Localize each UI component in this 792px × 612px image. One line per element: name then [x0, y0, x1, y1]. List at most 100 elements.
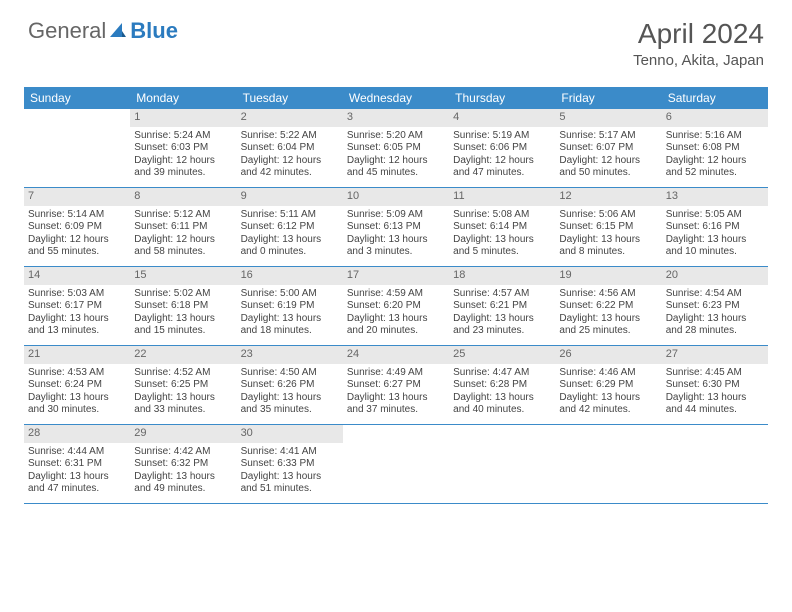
day-number: 9 — [237, 188, 343, 206]
daylight-text: Daylight: 13 hours — [559, 313, 657, 326]
sunset-text: Sunset: 6:19 PM — [241, 300, 339, 313]
daylight-text: Daylight: 13 hours — [453, 313, 551, 326]
sunset-text: Sunset: 6:07 PM — [559, 142, 657, 155]
sunrise-text: Sunrise: 4:56 AM — [559, 288, 657, 301]
sunrise-text: Sunrise: 5:22 AM — [241, 130, 339, 143]
day-cell: 21Sunrise: 4:53 AMSunset: 6:24 PMDayligh… — [24, 346, 130, 424]
sunrise-text: Sunrise: 4:42 AM — [134, 446, 232, 459]
daylight-text: and 45 minutes. — [347, 167, 445, 180]
day-number: 17 — [343, 267, 449, 285]
sunset-text: Sunset: 6:31 PM — [28, 458, 126, 471]
sunset-text: Sunset: 6:12 PM — [241, 221, 339, 234]
daylight-text: and 30 minutes. — [28, 404, 126, 417]
day-cell: 6Sunrise: 5:16 AMSunset: 6:08 PMDaylight… — [662, 109, 768, 187]
sunrise-text: Sunrise: 5:00 AM — [241, 288, 339, 301]
daylight-text: Daylight: 13 hours — [241, 392, 339, 405]
daylight-text: Daylight: 13 hours — [347, 392, 445, 405]
day-cell: 2Sunrise: 5:22 AMSunset: 6:04 PMDaylight… — [237, 109, 343, 187]
sunrise-text: Sunrise: 4:59 AM — [347, 288, 445, 301]
day-cell: 27Sunrise: 4:45 AMSunset: 6:30 PMDayligh… — [662, 346, 768, 424]
sunset-text: Sunset: 6:26 PM — [241, 379, 339, 392]
daylight-text: and 33 minutes. — [134, 404, 232, 417]
day-cell: 5Sunrise: 5:17 AMSunset: 6:07 PMDaylight… — [555, 109, 661, 187]
sunrise-text: Sunrise: 4:45 AM — [666, 367, 764, 380]
daylight-text: and 50 minutes. — [559, 167, 657, 180]
sunrise-text: Sunrise: 5:12 AM — [134, 209, 232, 222]
month-title: April 2024 — [633, 18, 764, 50]
daylight-text: Daylight: 12 hours — [666, 155, 764, 168]
week-row: 28Sunrise: 4:44 AMSunset: 6:31 PMDayligh… — [24, 425, 768, 504]
day-number: 14 — [24, 267, 130, 285]
sunrise-text: Sunrise: 4:52 AM — [134, 367, 232, 380]
sunrise-text: Sunrise: 5:03 AM — [28, 288, 126, 301]
day-number: 26 — [555, 346, 661, 364]
daylight-text: and 52 minutes. — [666, 167, 764, 180]
day-number: 3 — [343, 109, 449, 127]
week-row: 7Sunrise: 5:14 AMSunset: 6:09 PMDaylight… — [24, 188, 768, 267]
weekday-header: Tuesday — [237, 87, 343, 109]
sunset-text: Sunset: 6:13 PM — [347, 221, 445, 234]
sunset-text: Sunset: 6:33 PM — [241, 458, 339, 471]
day-cell: 10Sunrise: 5:09 AMSunset: 6:13 PMDayligh… — [343, 188, 449, 266]
sunrise-text: Sunrise: 5:06 AM — [559, 209, 657, 222]
daylight-text: and 18 minutes. — [241, 325, 339, 338]
day-cell: 16Sunrise: 5:00 AMSunset: 6:19 PMDayligh… — [237, 267, 343, 345]
day-number: 28 — [24, 425, 130, 443]
sunset-text: Sunset: 6:06 PM — [453, 142, 551, 155]
day-cell: 11Sunrise: 5:08 AMSunset: 6:14 PMDayligh… — [449, 188, 555, 266]
day-cell: 15Sunrise: 5:02 AMSunset: 6:18 PMDayligh… — [130, 267, 236, 345]
day-cell: 23Sunrise: 4:50 AMSunset: 6:26 PMDayligh… — [237, 346, 343, 424]
header: General Blue April 2024 Tenno, Akita, Ja… — [0, 0, 792, 77]
day-cell: 13Sunrise: 5:05 AMSunset: 6:16 PMDayligh… — [662, 188, 768, 266]
daylight-text: and 20 minutes. — [347, 325, 445, 338]
daylight-text: Daylight: 13 hours — [28, 313, 126, 326]
sunset-text: Sunset: 6:08 PM — [666, 142, 764, 155]
sunset-text: Sunset: 6:04 PM — [241, 142, 339, 155]
daylight-text: and 42 minutes. — [241, 167, 339, 180]
daylight-text: and 55 minutes. — [28, 246, 126, 259]
daylight-text: Daylight: 12 hours — [241, 155, 339, 168]
day-number: 15 — [130, 267, 236, 285]
sunset-text: Sunset: 6:32 PM — [134, 458, 232, 471]
daylight-text: and 15 minutes. — [134, 325, 232, 338]
day-cell — [24, 109, 130, 187]
daylight-text: Daylight: 13 hours — [666, 392, 764, 405]
day-number: 20 — [662, 267, 768, 285]
week-row: 1Sunrise: 5:24 AMSunset: 6:03 PMDaylight… — [24, 109, 768, 188]
daylight-text: Daylight: 13 hours — [453, 392, 551, 405]
logo-sail-icon — [108, 21, 128, 41]
sunset-text: Sunset: 6:27 PM — [347, 379, 445, 392]
day-cell: 29Sunrise: 4:42 AMSunset: 6:32 PMDayligh… — [130, 425, 236, 503]
sunset-text: Sunset: 6:23 PM — [666, 300, 764, 313]
daylight-text: and 47 minutes. — [453, 167, 551, 180]
day-cell: 4Sunrise: 5:19 AMSunset: 6:06 PMDaylight… — [449, 109, 555, 187]
sunset-text: Sunset: 6:16 PM — [666, 221, 764, 234]
day-cell: 12Sunrise: 5:06 AMSunset: 6:15 PMDayligh… — [555, 188, 661, 266]
daylight-text: Daylight: 13 hours — [347, 313, 445, 326]
day-number: 19 — [555, 267, 661, 285]
daylight-text: and 39 minutes. — [134, 167, 232, 180]
sunrise-text: Sunrise: 4:54 AM — [666, 288, 764, 301]
daylight-text: Daylight: 13 hours — [241, 234, 339, 247]
day-cell: 28Sunrise: 4:44 AMSunset: 6:31 PMDayligh… — [24, 425, 130, 503]
daylight-text: and 40 minutes. — [453, 404, 551, 417]
daylight-text: Daylight: 12 hours — [453, 155, 551, 168]
day-number: 7 — [24, 188, 130, 206]
sunrise-text: Sunrise: 5:02 AM — [134, 288, 232, 301]
sunrise-text: Sunrise: 5:16 AM — [666, 130, 764, 143]
day-number: 22 — [130, 346, 236, 364]
sunrise-text: Sunrise: 4:44 AM — [28, 446, 126, 459]
day-cell: 7Sunrise: 5:14 AMSunset: 6:09 PMDaylight… — [24, 188, 130, 266]
daylight-text: Daylight: 12 hours — [559, 155, 657, 168]
day-number: 25 — [449, 346, 555, 364]
daylight-text: Daylight: 13 hours — [666, 234, 764, 247]
weekday-header: Saturday — [662, 87, 768, 109]
daylight-text: Daylight: 13 hours — [559, 234, 657, 247]
title-block: April 2024 Tenno, Akita, Japan — [633, 18, 764, 69]
day-number: 12 — [555, 188, 661, 206]
daylight-text: and 51 minutes. — [241, 483, 339, 496]
day-number: 10 — [343, 188, 449, 206]
daylight-text: and 28 minutes. — [666, 325, 764, 338]
daylight-text: and 49 minutes. — [134, 483, 232, 496]
daylight-text: Daylight: 13 hours — [134, 313, 232, 326]
